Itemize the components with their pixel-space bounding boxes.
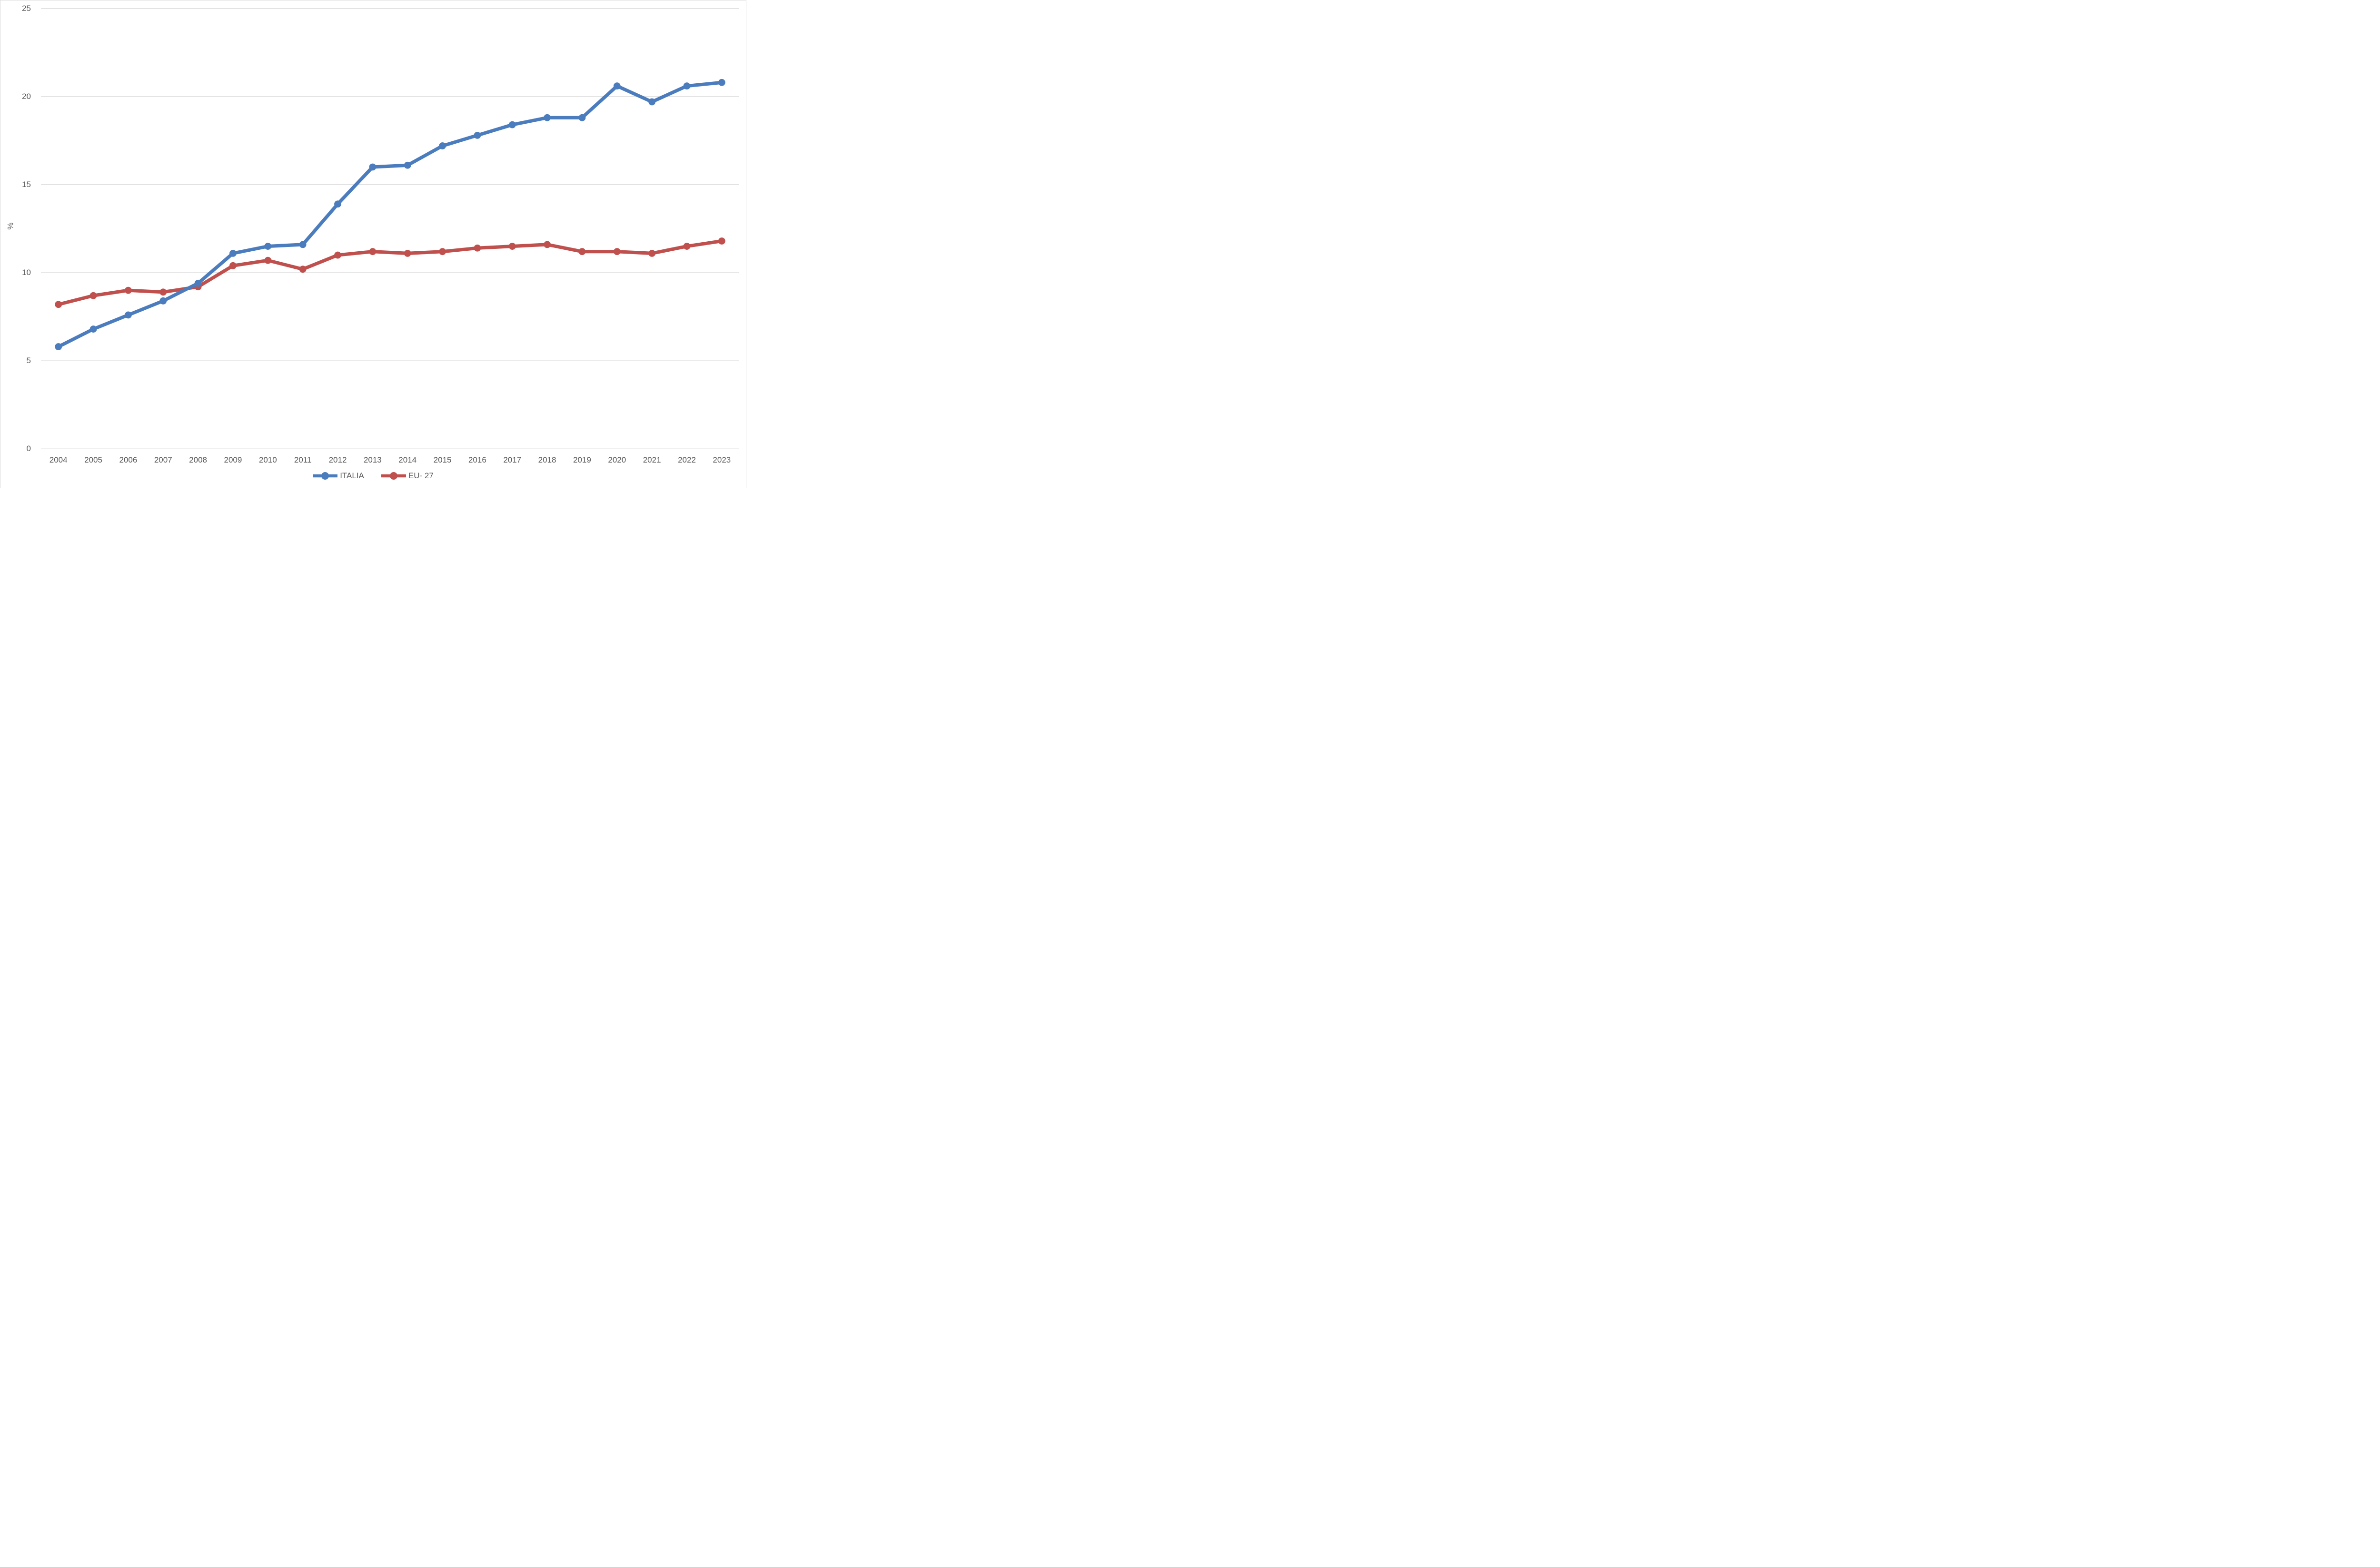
x-axis-tick-label: 2018	[538, 455, 556, 464]
data-point	[194, 279, 202, 287]
x-axis-tick-label: 2015	[433, 455, 452, 464]
data-point	[648, 249, 656, 257]
x-axis-tick-label: 2006	[119, 455, 138, 464]
legend-label: ITALIA	[340, 471, 364, 480]
data-point	[89, 325, 97, 333]
data-point	[264, 256, 272, 264]
y-axis-tick-label: 0	[26, 444, 31, 453]
data-point	[544, 241, 551, 248]
data-point	[508, 243, 516, 250]
legend-item-italia: ITALIA	[313, 471, 364, 481]
x-axis-tick-label: 2010	[258, 455, 277, 464]
data-point	[718, 79, 725, 86]
legend-label: EU- 27	[408, 471, 434, 480]
x-axis-tick-label: 2005	[84, 455, 102, 464]
data-point	[404, 161, 411, 169]
data-point	[578, 114, 586, 121]
x-axis-tick-label: 2012	[328, 455, 347, 464]
data-point	[299, 241, 307, 248]
data-point	[125, 286, 132, 294]
data-point	[578, 248, 586, 256]
y-axis-title: %	[6, 222, 15, 230]
y-axis-tick-label: 20	[22, 91, 31, 101]
x-axis-tick-label: 2016	[468, 455, 486, 464]
data-point	[125, 311, 132, 319]
data-point	[613, 82, 621, 90]
data-point	[404, 249, 411, 257]
data-point	[474, 244, 481, 252]
y-axis-tick-label: 10	[22, 268, 31, 277]
data-point	[229, 249, 237, 257]
data-point	[159, 297, 167, 305]
data-point	[474, 131, 481, 139]
x-axis-tick-label: 2019	[573, 455, 591, 464]
x-axis-tick-label: 2011	[294, 455, 312, 464]
series-line-italia	[57, 80, 724, 349]
data-point	[613, 248, 621, 256]
data-point	[55, 301, 62, 308]
x-axis-tick-label: 2007	[154, 455, 172, 464]
x-axis-tick-label: 2008	[189, 455, 207, 464]
series-line-eu-27	[57, 239, 724, 306]
x-axis-tick-label: 2021	[643, 455, 661, 464]
legend-item-eu-27: EU- 27	[381, 471, 434, 481]
data-point	[89, 292, 97, 299]
data-point	[264, 243, 272, 250]
data-point	[439, 142, 446, 149]
x-axis-tick-label: 2009	[224, 455, 242, 464]
x-axis-tick-label: 2020	[608, 455, 626, 464]
x-axis-tick-label: 2013	[363, 455, 382, 464]
data-point	[55, 343, 62, 350]
x-axis-tick-label: 2014	[398, 455, 417, 464]
data-point	[369, 163, 377, 171]
data-point	[229, 262, 237, 269]
x-axis-tick-label: 2022	[678, 455, 696, 464]
data-point	[159, 288, 167, 296]
data-point	[299, 266, 307, 273]
data-point	[544, 114, 551, 121]
line-chart: 0 5 10 15 20 25 2004 2005 2006 2007 2008 2009 2010 2…	[0, 0, 746, 488]
legend-line-marker-icon	[381, 472, 406, 480]
data-point	[683, 243, 691, 250]
x-axis-tick-label: 2017	[503, 455, 522, 464]
x-axis-tick-label: 2004	[49, 455, 68, 464]
plot-area	[41, 8, 739, 449]
data-point	[439, 248, 446, 256]
data-point	[369, 248, 377, 256]
data-point	[334, 251, 341, 259]
data-point	[648, 98, 656, 106]
y-axis-tick-label: 25	[22, 3, 31, 13]
data-point	[683, 82, 691, 90]
legend-line-marker-icon	[313, 472, 338, 480]
y-axis-tick-label: 15	[22, 180, 31, 189]
x-axis-tick-label: 2023	[713, 455, 731, 464]
data-point	[334, 200, 341, 208]
legend: ITALIA EU- 27	[0, 471, 746, 481]
data-point	[718, 237, 725, 245]
y-axis-tick-label: 5	[26, 356, 31, 365]
data-point	[508, 121, 516, 128]
